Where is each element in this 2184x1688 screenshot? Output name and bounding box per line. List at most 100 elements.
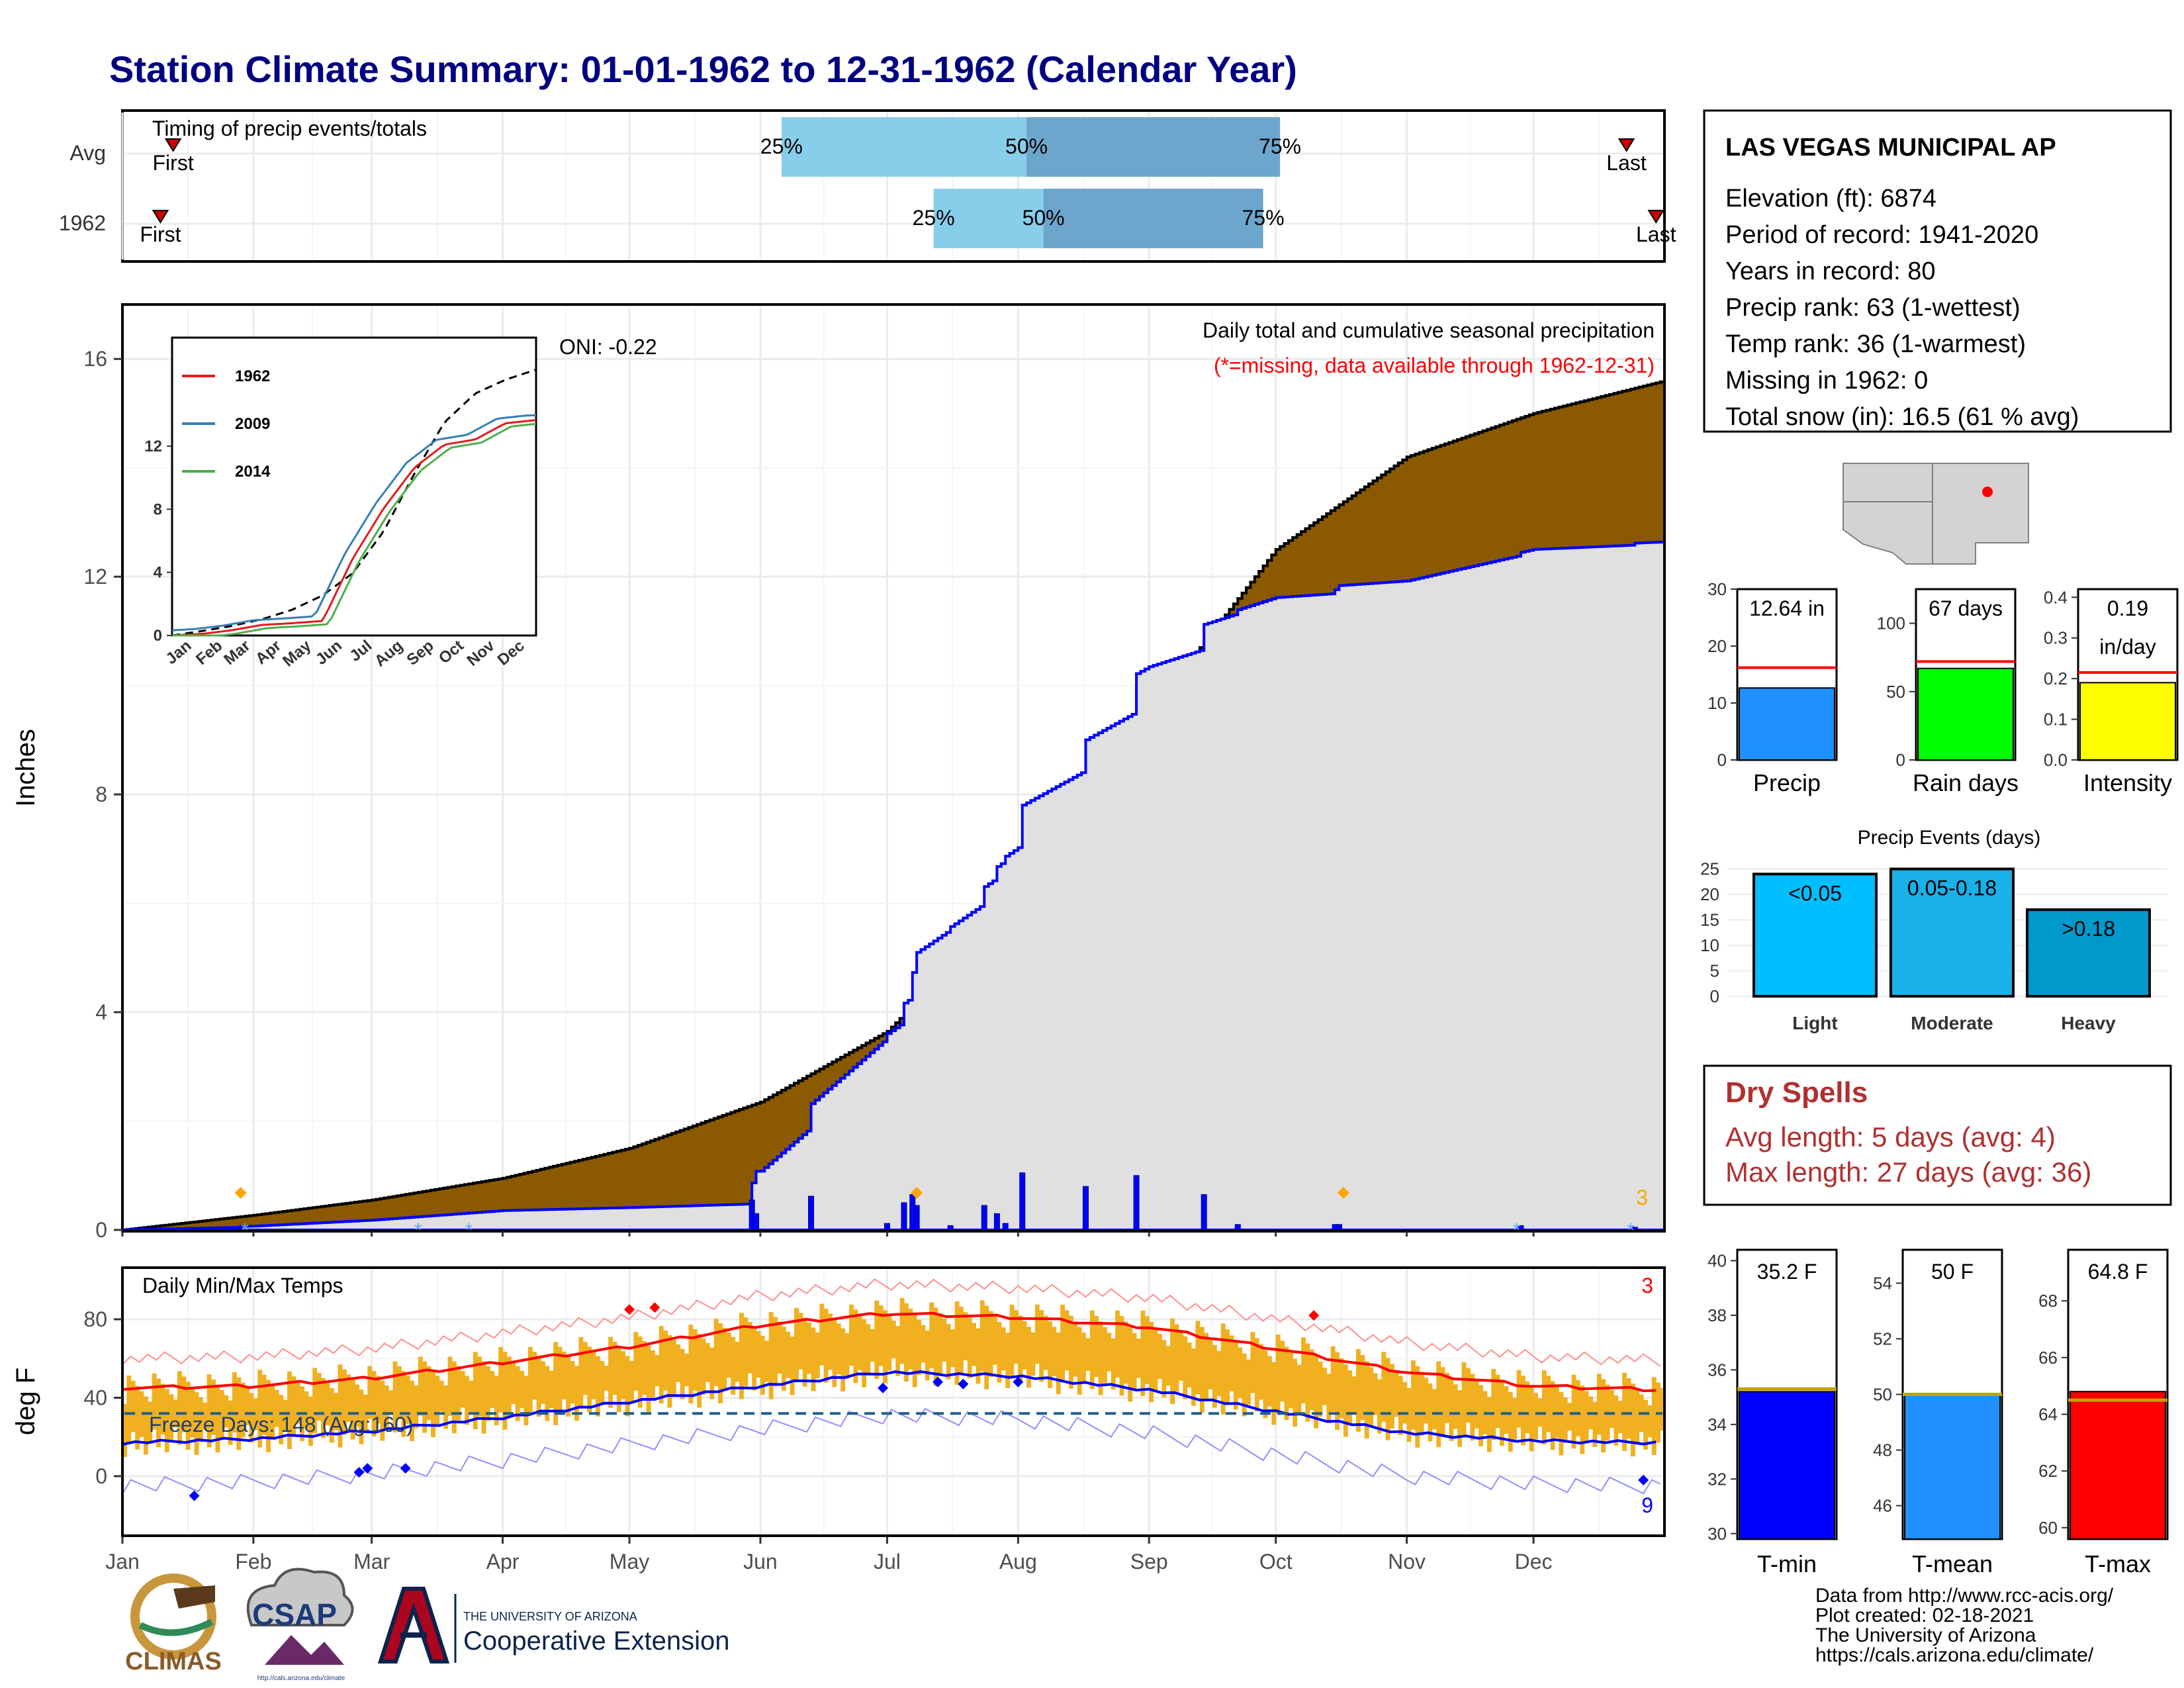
daily-temp-bar bbox=[823, 1309, 829, 1383]
month-label-feb: Feb bbox=[235, 1550, 271, 1573]
record-low-marker bbox=[1013, 1376, 1024, 1387]
daily-temp-bar bbox=[1153, 1327, 1158, 1391]
daily-temp-bar bbox=[527, 1346, 533, 1413]
daily-temp-bar bbox=[862, 1319, 867, 1387]
daily-temp-bar bbox=[1068, 1315, 1073, 1389]
inset-y-tick-label: 0 bbox=[154, 627, 162, 645]
university-arizona-logo: THE UNIVERSITY OF ARIZONA Cooperative Ex… bbox=[377, 1587, 729, 1664]
month-label-jan: Jan bbox=[105, 1550, 140, 1573]
credits-line-4: https://cals.arizona.edu/climate/ bbox=[1815, 1644, 2094, 1666]
daily-temp-bar bbox=[388, 1390, 394, 1415]
summary-bar-value bbox=[1917, 667, 2014, 761]
daily-temp-bar bbox=[1297, 1364, 1302, 1415]
daily-temp-bar bbox=[1081, 1333, 1086, 1383]
temp-summary-value-bar bbox=[2070, 1391, 2166, 1540]
inset-series-line-2009 bbox=[171, 414, 536, 632]
timing-panel-label: Timing of precip events/totals bbox=[152, 117, 427, 140]
daily-temp-bar bbox=[1512, 1397, 1518, 1440]
daily-temp-bar bbox=[490, 1371, 495, 1409]
daily-precip-bar bbox=[901, 1202, 907, 1231]
daily-temp-bar bbox=[663, 1331, 668, 1391]
daily-temp-bar bbox=[684, 1353, 689, 1387]
daily-temp-bar bbox=[878, 1305, 884, 1366]
daily-temp-bar bbox=[946, 1324, 951, 1380]
timing-avg-q75-label: 75% bbox=[1259, 134, 1301, 158]
daily-temp-bar bbox=[152, 1373, 157, 1430]
daily-temp-bar bbox=[1491, 1369, 1496, 1440]
daily-temp-bar bbox=[485, 1366, 490, 1421]
daily-temp-bar bbox=[515, 1366, 520, 1421]
temp-summary-category-label: T-mean bbox=[1912, 1550, 1993, 1577]
daily-temp-bar bbox=[1085, 1338, 1091, 1371]
daily-temp-bar bbox=[841, 1328, 846, 1391]
daily-temp-bar bbox=[984, 1305, 989, 1389]
record-low-line bbox=[122, 1407, 1661, 1495]
daily-temp-bar bbox=[1626, 1378, 1631, 1439]
daily-temp-bar bbox=[346, 1374, 351, 1423]
daily-temp-bar bbox=[1326, 1374, 1332, 1424]
daily-temp-bar bbox=[401, 1371, 406, 1437]
station-name: LAS VEGAS MUNICIPAL AP bbox=[1725, 134, 2056, 162]
daily-temp-bar bbox=[1048, 1321, 1052, 1388]
daily-temp-bar bbox=[659, 1326, 664, 1404]
temp-summary-value-label: 35.2 F bbox=[1757, 1260, 1817, 1284]
daily-temp-bar bbox=[1398, 1376, 1403, 1436]
temp-summary-category-label: T-max bbox=[2085, 1550, 2151, 1577]
temp-y-tick-label: 80 bbox=[83, 1307, 107, 1331]
daily-temp-bar bbox=[1394, 1370, 1399, 1417]
daily-temp-bar bbox=[1617, 1401, 1623, 1434]
precip-events-tick-label: 10 bbox=[1700, 935, 1719, 955]
summary-bar-tick-label: 0.4 bbox=[2044, 587, 2068, 607]
daily-temp-bar bbox=[604, 1366, 609, 1391]
daily-temp-bar bbox=[511, 1361, 516, 1404]
daily-temp-bar bbox=[1056, 1333, 1061, 1395]
daily-temp-bar bbox=[1580, 1385, 1585, 1454]
daily-temp-bar bbox=[1525, 1382, 1530, 1434]
daily-temp-bar bbox=[713, 1319, 719, 1387]
daily-temp-bar bbox=[304, 1391, 309, 1429]
daily-temp-bar bbox=[701, 1338, 706, 1395]
daily-temp-bar bbox=[1457, 1389, 1463, 1447]
daily-temp-bar bbox=[122, 1403, 127, 1457]
precip-y-tick-label: 16 bbox=[83, 347, 107, 371]
summary-bar-tick-label: 0.0 bbox=[2044, 750, 2068, 770]
daily-temp-bar bbox=[722, 1328, 727, 1391]
daily-temp-bar bbox=[1318, 1361, 1323, 1417]
event-marker bbox=[911, 1187, 923, 1199]
daily-temp-bar bbox=[929, 1302, 934, 1368]
daily-temp-bar bbox=[1238, 1347, 1243, 1398]
daily-temp-bar bbox=[253, 1398, 258, 1430]
daily-temp-bar bbox=[469, 1380, 474, 1413]
precip-events-bar-moderate bbox=[1889, 867, 2015, 998]
inset-legend-label: 2014 bbox=[235, 463, 271, 481]
summary-bar-chart-precip: 12.64 in Precip 0 10 20 30 bbox=[1707, 579, 1838, 796]
summary-bar-unit-label: in/day bbox=[2099, 635, 2156, 659]
daily-temp-bar bbox=[506, 1356, 512, 1417]
station-precip-rank: Precip rank: 63 (1-wettest) bbox=[1725, 294, 2021, 322]
daily-precip-bar bbox=[1019, 1172, 1026, 1231]
daily-temp-bar bbox=[287, 1371, 292, 1449]
cold-count: 9 bbox=[1641, 1493, 1653, 1517]
temp-summary-tick-label: 50 bbox=[1873, 1385, 1892, 1405]
event-marker bbox=[234, 1187, 247, 1199]
daily-temp-bar bbox=[1267, 1356, 1272, 1407]
daily-temp-bar bbox=[261, 1374, 267, 1435]
daily-temp-bar bbox=[1280, 1340, 1285, 1402]
daily-precip-bar bbox=[1082, 1186, 1089, 1231]
daily-temp-bar bbox=[392, 1361, 398, 1432]
daily-temp-bar bbox=[203, 1402, 208, 1430]
daily-temp-bar bbox=[211, 1380, 216, 1435]
daily-temp-bar bbox=[887, 1315, 892, 1371]
daily-temp-bar bbox=[1377, 1379, 1382, 1434]
record-low-marker bbox=[362, 1463, 373, 1474]
daily-temp-bar bbox=[692, 1329, 698, 1391]
summary-bar-value-label: 0.19 bbox=[2107, 596, 2148, 620]
dry-spells-avg: Avg length: 5 days (avg: 4) bbox=[1725, 1121, 2056, 1152]
timing-avg-first-label: First bbox=[153, 151, 194, 175]
daily-temp-bar bbox=[190, 1387, 195, 1438]
daily-temp-bar bbox=[1436, 1361, 1441, 1448]
timing-1962-last-label: Last bbox=[1636, 222, 1676, 246]
daily-temp-bar bbox=[245, 1387, 250, 1425]
timing-1962-q2-bar bbox=[1043, 189, 1263, 248]
daily-temp-bar bbox=[1115, 1310, 1120, 1378]
